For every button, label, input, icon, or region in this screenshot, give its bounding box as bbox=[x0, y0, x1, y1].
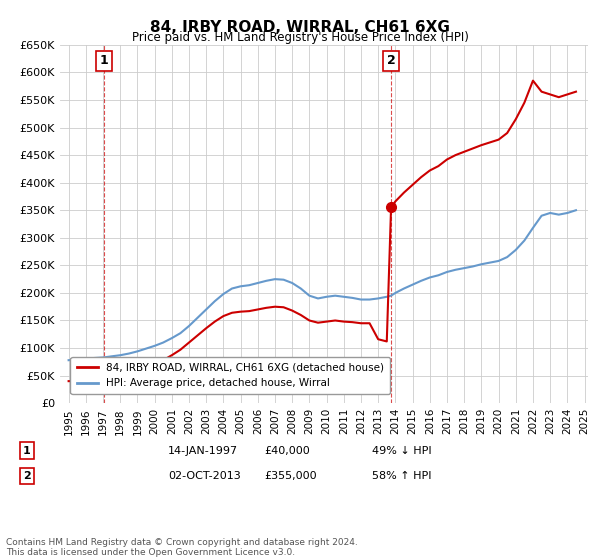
Legend: 84, IRBY ROAD, WIRRAL, CH61 6XG (detached house), HPI: Average price, detached h: 84, IRBY ROAD, WIRRAL, CH61 6XG (detache… bbox=[70, 357, 390, 394]
Text: Contains HM Land Registry data © Crown copyright and database right 2024.
This d: Contains HM Land Registry data © Crown c… bbox=[6, 538, 358, 557]
Text: £355,000: £355,000 bbox=[264, 471, 317, 481]
Text: 02-OCT-2013: 02-OCT-2013 bbox=[168, 471, 241, 481]
Text: 14-JAN-1997: 14-JAN-1997 bbox=[168, 446, 238, 456]
Text: Price paid vs. HM Land Registry's House Price Index (HPI): Price paid vs. HM Land Registry's House … bbox=[131, 31, 469, 44]
Text: 1: 1 bbox=[23, 446, 31, 456]
Text: 2: 2 bbox=[386, 54, 395, 67]
Text: 84, IRBY ROAD, WIRRAL, CH61 6XG: 84, IRBY ROAD, WIRRAL, CH61 6XG bbox=[150, 20, 450, 35]
Text: 49% ↓ HPI: 49% ↓ HPI bbox=[372, 446, 431, 456]
Text: 58% ↑ HPI: 58% ↑ HPI bbox=[372, 471, 431, 481]
Text: 1: 1 bbox=[100, 54, 108, 67]
Text: £40,000: £40,000 bbox=[264, 446, 310, 456]
Text: 2: 2 bbox=[23, 471, 31, 481]
